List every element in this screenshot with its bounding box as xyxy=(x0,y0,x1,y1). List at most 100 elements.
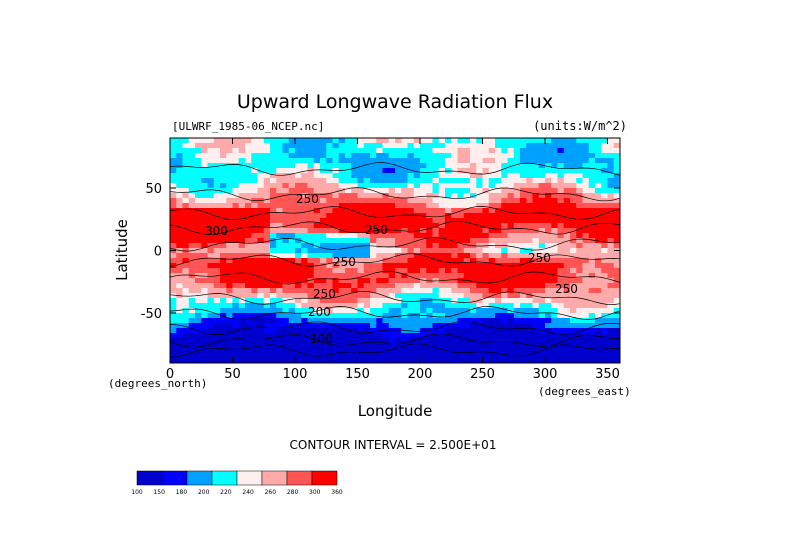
heatmap-cell xyxy=(207,248,215,254)
heatmap-cell xyxy=(226,158,233,164)
heatmap-cell xyxy=(588,248,596,254)
heatmap-cell xyxy=(245,178,252,184)
heatmap-cell xyxy=(213,268,221,274)
heatmap-cell xyxy=(307,173,315,179)
heatmap-cell xyxy=(501,223,508,229)
heatmap-cell xyxy=(257,208,265,214)
heatmap-cell xyxy=(376,223,383,229)
heatmap-cell xyxy=(301,233,308,239)
heatmap-cell xyxy=(445,218,452,224)
heatmap-field xyxy=(170,138,621,364)
heatmap-cell xyxy=(526,263,533,269)
heatmap-cell xyxy=(526,158,533,164)
heatmap-cell xyxy=(201,223,208,229)
heatmap-cell xyxy=(207,283,215,289)
heatmap-cell xyxy=(513,283,521,289)
heatmap-cell xyxy=(207,278,215,284)
heatmap-cell xyxy=(170,188,177,194)
heatmap-cell xyxy=(601,353,608,359)
heatmap-cell xyxy=(220,163,227,169)
heatmap-cell xyxy=(551,263,558,269)
heatmap-cell xyxy=(213,258,221,264)
heatmap-cell xyxy=(582,143,590,149)
heatmap-cell xyxy=(413,318,421,324)
heatmap-cell xyxy=(507,268,515,274)
heatmap-cell xyxy=(532,273,540,279)
heatmap-cell xyxy=(382,203,390,209)
heatmap-cell xyxy=(370,223,377,229)
heatmap-cell xyxy=(251,308,258,314)
heatmap-cell xyxy=(226,288,233,294)
heatmap-cell xyxy=(495,358,502,364)
heatmap-cell xyxy=(432,148,440,154)
heatmap-cell xyxy=(207,288,215,294)
heatmap-cell xyxy=(176,298,183,304)
heatmap-cell xyxy=(563,318,571,324)
heatmap-cell xyxy=(388,298,396,304)
heatmap-cell xyxy=(501,358,508,364)
heatmap-cell xyxy=(413,328,421,334)
heatmap-cell xyxy=(476,218,483,224)
heatmap-cell xyxy=(363,208,371,214)
heatmap-cell xyxy=(426,273,433,279)
heatmap-cell xyxy=(363,283,371,289)
heatmap-cell xyxy=(613,353,621,359)
heatmap-cell xyxy=(407,233,415,239)
heatmap-cell xyxy=(463,178,471,184)
heatmap-cell xyxy=(370,273,377,279)
heatmap-cell xyxy=(432,313,440,319)
heatmap-cell xyxy=(557,243,565,249)
heatmap-cell xyxy=(563,353,571,359)
heatmap-cell xyxy=(607,138,615,144)
heatmap-cell xyxy=(338,298,346,304)
heatmap-cell xyxy=(307,283,315,289)
heatmap-cell xyxy=(182,138,190,144)
heatmap-cell xyxy=(245,318,252,324)
heatmap-cell xyxy=(451,358,458,364)
heatmap-cell xyxy=(488,238,496,244)
heatmap-cell xyxy=(188,333,196,339)
heatmap-cell xyxy=(563,293,571,299)
heatmap-cell xyxy=(282,218,290,224)
heatmap-cell xyxy=(570,143,577,149)
heatmap-cell xyxy=(476,313,483,319)
heatmap-cell xyxy=(220,198,227,204)
heatmap-cell xyxy=(207,143,215,149)
heatmap-cell xyxy=(532,288,540,294)
heatmap-cell xyxy=(270,263,277,269)
heatmap-cell xyxy=(213,208,221,214)
contour-line xyxy=(169,320,621,335)
heatmap-cell xyxy=(426,188,433,194)
heatmap-cell xyxy=(170,288,177,294)
heatmap-cell xyxy=(338,203,346,209)
heatmap-cell xyxy=(513,268,521,274)
heatmap-cell xyxy=(426,143,433,149)
heatmap-cell xyxy=(495,293,502,299)
heatmap-cell xyxy=(332,208,340,214)
heatmap-cell xyxy=(501,248,508,254)
heatmap-cell xyxy=(176,253,183,259)
heatmap-cell xyxy=(563,148,571,154)
heatmap-cell xyxy=(426,178,433,184)
heatmap-cell xyxy=(557,358,565,364)
heatmap-cell xyxy=(520,208,527,214)
heatmap-cell xyxy=(370,293,377,299)
heatmap-cell xyxy=(257,258,265,264)
heatmap-cell xyxy=(238,208,246,214)
heatmap-cell xyxy=(345,323,352,329)
heatmap-cell xyxy=(245,218,252,224)
heatmap-cell xyxy=(526,298,533,304)
heatmap-cell xyxy=(563,283,571,289)
heatmap-cell xyxy=(432,263,440,269)
heatmap-cell xyxy=(288,333,296,339)
contour-line xyxy=(169,187,621,202)
heatmap-cell xyxy=(220,218,227,224)
heatmap-cell xyxy=(220,273,227,279)
heatmap-cell xyxy=(376,213,383,219)
heatmap-cell xyxy=(495,218,502,224)
heatmap-cell xyxy=(251,148,258,154)
heatmap-cell xyxy=(238,143,246,149)
colorbar-tick-label: 220 xyxy=(220,489,232,496)
heatmap-cell xyxy=(182,163,190,169)
